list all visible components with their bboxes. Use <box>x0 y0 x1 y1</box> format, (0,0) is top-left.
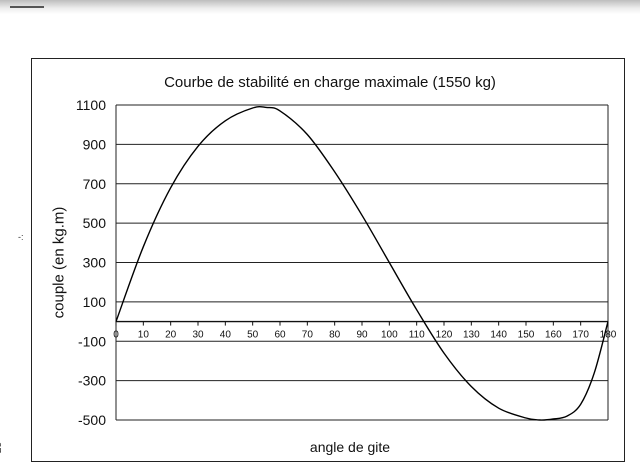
y-tick-label: -500 <box>78 412 106 428</box>
scan-edge-shadow <box>0 0 640 14</box>
x-tick-label: 40 <box>220 330 232 341</box>
x-tick-label: 30 <box>192 330 204 341</box>
x-tick-label: 80 <box>329 330 341 341</box>
series-layer <box>115 105 609 421</box>
x-tick-label: 60 <box>274 330 286 341</box>
page-number: 37 <box>0 442 2 454</box>
x-tick-label: 90 <box>356 330 368 341</box>
x-tick-label: 130 <box>463 330 480 341</box>
axis-layer: 1100 900 700 500 300 100 -100 -300 -500 0 10 20 30 40… <box>76 97 617 428</box>
x-tick-label: 180 <box>600 330 617 341</box>
y-axis-label: couple (en kg.m) <box>50 206 68 319</box>
x-tick-label: 120 <box>436 330 453 341</box>
y-tick-label: 1100 <box>76 97 106 113</box>
scan-mark <box>10 6 44 8</box>
grid-layer <box>116 104 608 421</box>
y-tick-label: 100 <box>83 294 107 310</box>
series-line <box>115 105 609 421</box>
x-tick-label: 10 <box>138 330 150 341</box>
x-tick-label: 100 <box>381 330 398 341</box>
x-axis-label: angle de gite <box>309 439 391 455</box>
x-tick-label: 0 <box>113 330 119 341</box>
y-tick-label: 900 <box>83 136 107 152</box>
x-tick-label: 110 <box>409 330 425 341</box>
y-tick-label: 300 <box>83 255 107 271</box>
chart-title: Courbe de stabilité en charge maximale (… <box>164 74 496 91</box>
chart-frame <box>31 58 625 462</box>
x-tick-label: 70 <box>302 330 314 341</box>
x-tick-label: 20 <box>165 330 177 341</box>
y-tick-label: -100 <box>78 333 106 349</box>
y-tick-label: 700 <box>83 176 107 192</box>
x-tick-label: 170 <box>572 330 589 341</box>
x-tick-label: 150 <box>518 330 535 341</box>
x-tick-label: 140 <box>490 330 507 341</box>
x-tick-label: 160 <box>545 330 562 341</box>
y-tick-label: -300 <box>78 373 106 389</box>
x-tick-label: 50 <box>247 330 259 341</box>
y-tick-label: 500 <box>83 215 107 231</box>
margin-mark: -: <box>18 232 24 242</box>
